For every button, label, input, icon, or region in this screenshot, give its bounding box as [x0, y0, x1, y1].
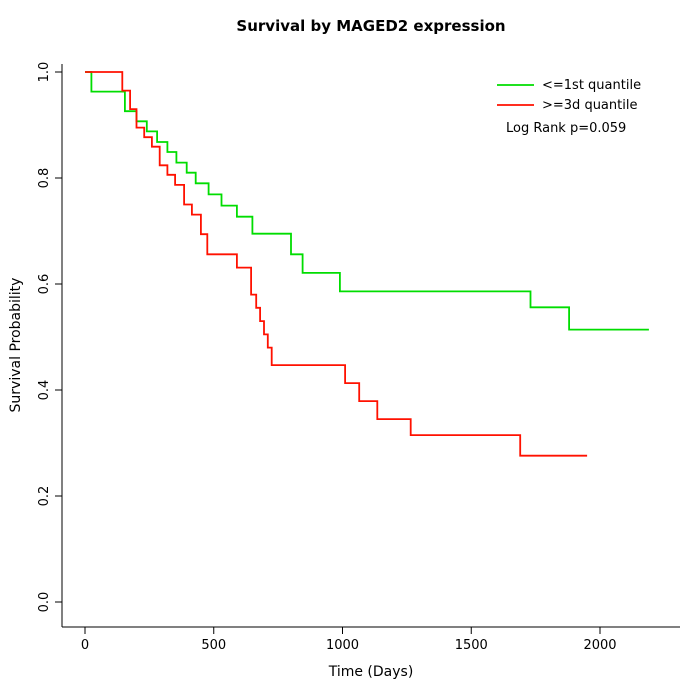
y-tick-label: 0.0 — [37, 592, 52, 613]
y-axis-label: Survival Probability — [8, 278, 24, 413]
x-tick-label: 1000 — [326, 638, 359, 653]
legend-label-0: <=1st quantile — [542, 78, 641, 93]
y-tick-label: 1.0 — [37, 62, 52, 83]
y-tick-label: 0.4 — [37, 380, 52, 401]
x-tick-label: 0 — [81, 638, 89, 653]
x-axis-label: Time (Days) — [328, 664, 414, 680]
plot-area: 0 500 1000 1500 2000 0.0 0.2 0.4 0.6 0.8 1.0 — [37, 62, 680, 653]
log-rank-annotation: Log Rank p=0.059 — [506, 121, 626, 136]
km-curve-1 — [85, 71, 588, 457]
km-curve-0 — [85, 71, 649, 331]
y-tick-label: 0.2 — [37, 486, 52, 507]
x-tick-label: 1500 — [455, 638, 488, 653]
y-tick-label: 0.8 — [37, 168, 52, 189]
x-tick-label: 2000 — [583, 638, 616, 653]
chart-title: Survival by MAGED2 expression — [236, 17, 505, 35]
y-tick-label: 0.6 — [37, 274, 52, 295]
legend-label-1: >=3d quantile — [542, 98, 637, 113]
legend: <=1st quantile >=3d quantile — [497, 78, 641, 113]
x-tick-label: 500 — [201, 638, 226, 653]
